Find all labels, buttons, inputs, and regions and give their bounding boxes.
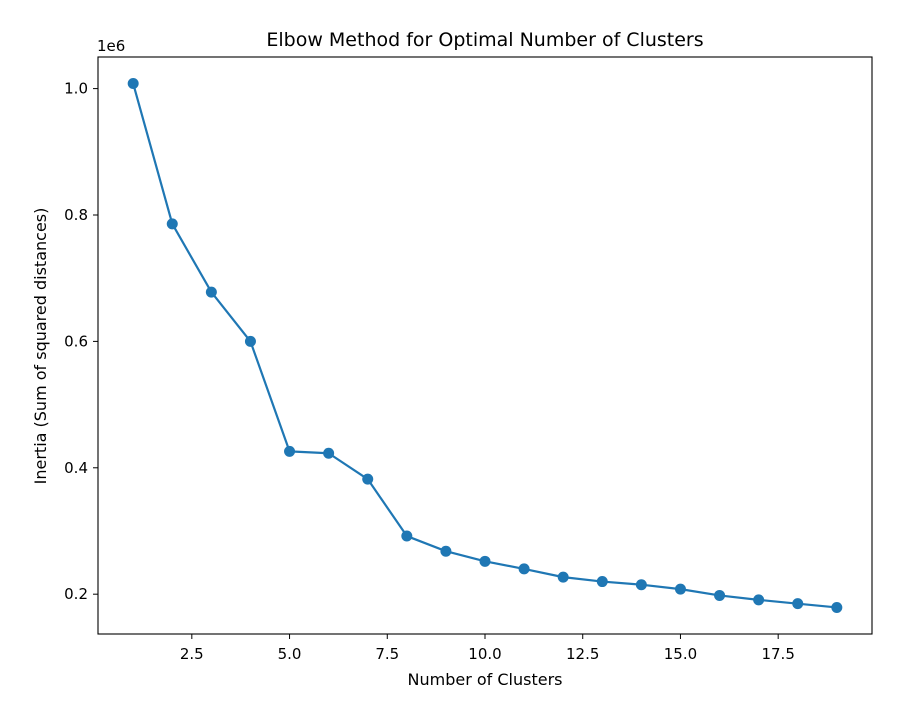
x-axis-label: Number of Clusters (408, 670, 563, 689)
data-point-6 (323, 447, 335, 459)
data-point-11 (518, 563, 530, 575)
x-tick-label: 7.5 (375, 645, 399, 663)
x-tick-label: 5.0 (278, 645, 302, 663)
x-tick-label: 2.5 (180, 645, 204, 663)
data-point-14 (635, 579, 647, 591)
data-point-19 (831, 601, 843, 613)
data-point-15 (674, 583, 686, 595)
y-tick-label: 0.6 (64, 332, 88, 350)
plot-area: 2.5 5.0 7.5 10.0 12.5 15.0 17.5 0.2 0.4 0.6 0.8 1.0 (64, 56, 873, 663)
data-point-5 (284, 445, 296, 457)
data-point-2 (166, 218, 178, 230)
y-axis-label: Inertia (Sum of squared distances) (31, 208, 50, 485)
chart-title: Elbow Method for Optimal Number of Clust… (266, 29, 703, 51)
x-tick-label: 17.5 (761, 645, 794, 663)
data-point-7 (362, 473, 374, 485)
series-line-0 (132, 83, 837, 609)
data-point-13 (596, 576, 608, 588)
x-tick-label: 10.0 (468, 645, 501, 663)
data-point-17 (753, 594, 765, 606)
y-tick-label: 0.2 (64, 585, 88, 603)
plot-frame (97, 56, 873, 635)
data-point-12 (557, 571, 569, 583)
data-point-3 (205, 286, 217, 298)
y-tick-label: 1.0 (64, 80, 88, 98)
data-point-16 (714, 589, 726, 601)
data-point-4 (244, 335, 256, 347)
x-tick-label: 15.0 (664, 645, 697, 663)
y-tick-label: 0.8 (64, 206, 88, 224)
data-point-18 (792, 598, 804, 610)
y-axis-offset-label: 1e6 (97, 37, 125, 55)
x-tick-label: 12.5 (566, 645, 599, 663)
data-point-1 (127, 78, 139, 90)
y-tick-label: 0.4 (64, 459, 88, 477)
data-point-8 (401, 530, 413, 542)
data-point-10 (479, 555, 491, 567)
data-point-9 (440, 545, 452, 557)
